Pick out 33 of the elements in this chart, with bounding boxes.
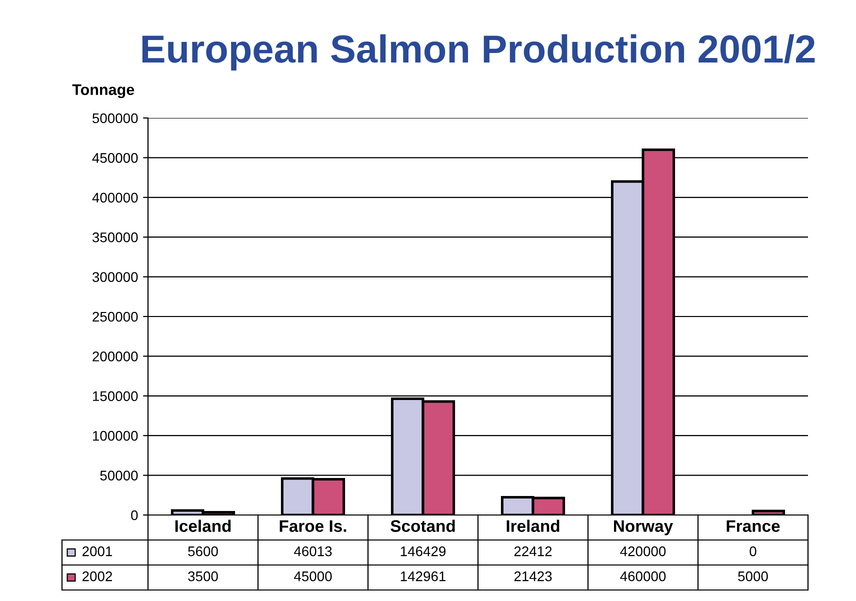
x-tick-label: France <box>726 520 780 532</box>
legend-label: 2001 <box>82 546 112 556</box>
y-tick-label: 200000 <box>92 352 138 362</box>
data-label: 420000 <box>620 546 666 556</box>
data-label: 21423 <box>514 571 552 582</box>
data-label: 146429 <box>400 546 446 556</box>
y-tick-label: 50000 <box>100 470 138 480</box>
x-tick-label: Scotand <box>390 520 455 532</box>
data-label: 46013 <box>294 546 332 556</box>
y-tick-label: 250000 <box>92 312 138 322</box>
data-label: 3500 <box>188 571 218 582</box>
data-label: 0 <box>750 546 756 556</box>
x-tick-label: Faroe Is. <box>280 520 346 532</box>
y-axis-title: Tonnage <box>72 84 134 98</box>
data-label: 22412 <box>514 546 552 556</box>
y-tick-label: 100000 <box>92 430 138 441</box>
data-label: 142961 <box>400 571 446 582</box>
y-tick-label: 400000 <box>92 192 138 203</box>
data-label: 460000 <box>620 571 666 582</box>
y-tick-label: 350000 <box>92 232 138 242</box>
x-tick-label: Iceland <box>175 520 231 532</box>
data-label: 5600 <box>188 546 218 556</box>
y-tick-label: 300000 <box>92 272 138 282</box>
x-tick-label: Ireland <box>506 520 560 532</box>
data-label: 5000 <box>738 571 768 582</box>
chart-title: European Salmon Production 2001/2 <box>142 34 815 71</box>
y-tick-label: 150000 <box>92 391 138 402</box>
y-tick-label: 500000 <box>92 113 138 124</box>
legend-label: 2002 <box>82 571 112 582</box>
y-tick-label: 450000 <box>92 153 138 163</box>
data-label: 45000 <box>294 571 332 582</box>
x-tick-label: Norway <box>614 520 674 536</box>
y-tick-label: 0 <box>131 510 138 520</box>
